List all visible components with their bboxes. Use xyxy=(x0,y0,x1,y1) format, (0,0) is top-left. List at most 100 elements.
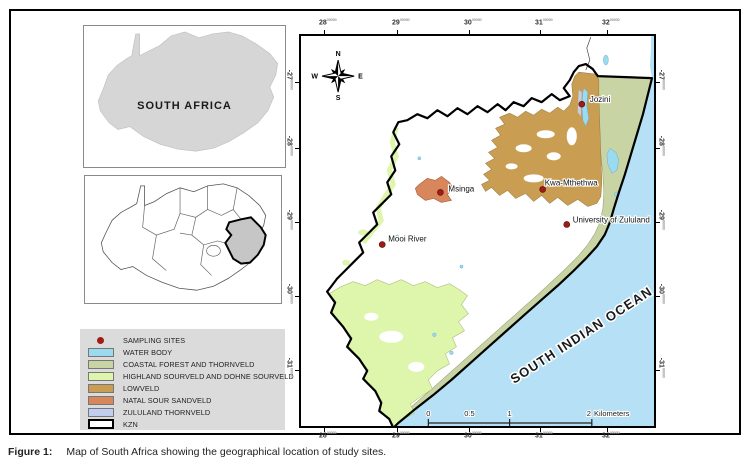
water-body-swatch xyxy=(88,347,114,357)
site-label-university-of-zululand: University of Zululand xyxy=(573,215,650,224)
site-marker-university-of-zululand xyxy=(563,221,571,228)
x-tick-top-31: 3100000 xyxy=(535,17,553,27)
tick-mark xyxy=(607,30,608,34)
x-tick-bottom-28: 2800000 xyxy=(319,430,337,440)
site-marker-mooi-river xyxy=(378,241,386,248)
legend-label: ZULULAND THORNVELD xyxy=(123,407,211,417)
x-tick-bottom-30: 3000000 xyxy=(464,430,482,440)
legend-item-natal-sour-sandveld: NATAL SOUR SANDVELD xyxy=(88,394,285,406)
provinces-map xyxy=(100,183,267,291)
caption-label: Figure 1: xyxy=(8,446,53,458)
scalebar-0: 0 xyxy=(426,409,430,418)
tick-mark xyxy=(540,30,541,34)
site-marker-jozini xyxy=(578,100,586,108)
legend-item-water-body: WATER BODY xyxy=(88,346,285,358)
highland-holes xyxy=(364,312,425,372)
legend: SAMPLING SITES WATER BODY COASTAL FOREST… xyxy=(80,329,294,430)
legend-item-zululand-thornveld: ZULULAND THORNVELD xyxy=(88,406,285,418)
y-tick-left--28: -2800000 xyxy=(285,135,295,156)
legend-item-coastal-forest: COASTAL FOREST AND THORNVELD xyxy=(88,358,285,370)
site-label-jozini: Jozini xyxy=(590,95,611,104)
kzn-map-canvas: N E S W SOUTH INDIAN OCEAN Jozini Msinga… xyxy=(311,36,654,426)
y-tick-right--29: -2900000 xyxy=(657,209,667,230)
natal-sour-sandveld-swatch xyxy=(88,395,114,405)
site-marker-kwa-mthethwa xyxy=(539,186,546,193)
tick-mark xyxy=(656,148,660,149)
tick-mark xyxy=(295,148,299,149)
tick-mark xyxy=(324,30,325,34)
legend-label: COASTAL FOREST AND THORNVELD xyxy=(123,359,255,369)
legend-label: HIGHLAND SOURVELD AND DOHNE SOURVELD xyxy=(123,371,294,381)
lowveld-holes xyxy=(505,127,577,183)
x-tick-bottom-32: 3200000 xyxy=(602,430,620,440)
south-africa-label: SOUTH AFRICA xyxy=(137,100,232,112)
scalebar-1: 1 xyxy=(507,409,511,418)
ocean-area xyxy=(390,36,654,426)
y-tick-right--28: -2800000 xyxy=(657,135,667,156)
sampling-sites: Jozini Msinga Kwa-Mthethwa University of… xyxy=(378,94,651,248)
compass-n-label: N xyxy=(336,51,341,58)
lowveld-area xyxy=(481,71,603,207)
tick-mark xyxy=(607,428,608,432)
tick-mark xyxy=(324,428,325,432)
figure-caption: Figure 1: Map of South Africa showing the… xyxy=(8,446,738,458)
kzn-highlight xyxy=(224,216,267,265)
tick-mark xyxy=(295,82,299,83)
figure-border: SOUTH AFRICA xyxy=(9,9,741,439)
site-label-kwa-mthethwa: Kwa-Mthethwa xyxy=(545,178,599,187)
tick-mark xyxy=(469,30,470,34)
coastal-forest-swatch xyxy=(88,359,114,369)
kzn-outline-swatch xyxy=(88,419,114,429)
y-tick-right--27: -2700000 xyxy=(657,69,667,90)
scalebar-2-unit: 2 Kilometers xyxy=(587,409,630,418)
tick-mark xyxy=(656,82,660,83)
x-tick-bottom-31: 3100000 xyxy=(535,430,553,440)
x-tick-top-30: 3000000 xyxy=(464,17,482,27)
highland-west-strip xyxy=(361,126,399,245)
tick-mark xyxy=(656,222,660,223)
tick-mark xyxy=(469,428,470,432)
legend-label: KZN xyxy=(123,419,138,429)
y-tick-right--31: -3100000 xyxy=(657,357,667,378)
legend-item-sampling-sites: SAMPLING SITES xyxy=(88,334,285,346)
main-map: N E S W SOUTH INDIAN OCEAN Jozini Msinga… xyxy=(299,34,656,428)
natal-sour-sandveld-area xyxy=(414,175,454,203)
province-borders xyxy=(142,185,242,276)
site-label-msinga: Msinga xyxy=(448,184,474,193)
highland-sourveld-area xyxy=(328,279,469,426)
legend-label: SAMPLING SITES xyxy=(123,335,186,345)
tick-mark xyxy=(397,30,398,34)
legend-label: LOWVELD xyxy=(123,383,160,393)
tick-mark xyxy=(656,296,660,297)
compass-rose-icon: N E S W xyxy=(311,51,363,102)
y-tick-left--29: -2900000 xyxy=(285,209,295,230)
legend-item-kzn: KZN xyxy=(88,418,285,430)
tick-mark xyxy=(397,428,398,432)
tick-mark xyxy=(295,296,299,297)
tick-mark xyxy=(540,428,541,432)
legend-label: WATER BODY xyxy=(123,347,173,357)
highland-patch xyxy=(358,229,369,236)
tick-mark xyxy=(295,222,299,223)
compass-s-label: S xyxy=(336,95,341,102)
legend-item-lowveld: LOWVELD xyxy=(88,382,285,394)
highland-sourveld-swatch xyxy=(88,371,114,381)
legend-item-highland-sourveld: HIGHLAND SOURVELD AND DOHNE SOURVELD xyxy=(88,370,294,382)
inset-map-south-africa: SOUTH AFRICA xyxy=(83,25,286,168)
site-marker-msinga xyxy=(437,189,444,196)
kzn-boundary xyxy=(325,62,654,426)
y-tick-left--30: -3000000 xyxy=(285,283,295,304)
site-label-mooi-river: Mooi River xyxy=(388,235,427,244)
lowveld-swatch xyxy=(88,383,114,393)
tick-mark xyxy=(295,370,299,371)
scale-bar: 0 0.5 1 2 Kilometers xyxy=(425,408,631,426)
x-tick-top-32: 3200000 xyxy=(602,17,620,27)
lesotho-outline xyxy=(206,245,221,257)
legend-label: NATAL SOUR SANDVELD xyxy=(123,395,212,405)
south-africa-silhouette xyxy=(97,31,278,152)
x-tick-top-28: 2800000 xyxy=(319,17,337,27)
tick-mark xyxy=(656,370,660,371)
compass-e-label: E xyxy=(358,74,363,81)
scalebar-0-5: 0.5 xyxy=(464,409,474,418)
